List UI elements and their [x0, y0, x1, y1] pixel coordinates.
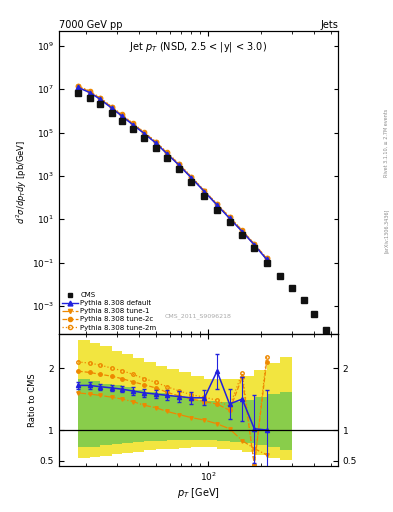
X-axis label: $p_T$ [GeV]: $p_T$ [GeV] — [177, 486, 220, 500]
CMS — [119, 118, 124, 124]
CMS — [227, 219, 232, 225]
CMS — [290, 285, 294, 291]
Text: Jet $p_T$ (NSD, 2.5 < |y| < 3.0): Jet $p_T$ (NSD, 2.5 < |y| < 3.0) — [129, 40, 268, 54]
Text: 7000 GeV pp: 7000 GeV pp — [59, 20, 123, 30]
CMS — [240, 232, 244, 239]
CMS — [311, 311, 316, 317]
CMS — [153, 144, 158, 151]
Text: Jets: Jets — [320, 20, 338, 30]
CMS — [189, 179, 194, 185]
CMS — [277, 272, 282, 279]
Text: CMS_2011_S9096218: CMS_2011_S9096218 — [165, 313, 232, 319]
Legend: CMS, Pythia 8.308 default, Pythia 8.308 tune-1, Pythia 8.308 tune-2c, Pythia 8.3: CMS, Pythia 8.308 default, Pythia 8.308 … — [62, 292, 156, 331]
CMS — [76, 90, 81, 96]
CMS — [177, 166, 182, 173]
CMS — [109, 110, 114, 116]
Text: Rivet 3.1.10, ≥ 2.7M events: Rivet 3.1.10, ≥ 2.7M events — [384, 109, 389, 178]
CMS — [165, 155, 169, 161]
CMS — [264, 260, 269, 266]
Line: CMS: CMS — [75, 90, 329, 332]
CMS — [323, 327, 328, 333]
CMS — [97, 101, 102, 108]
CMS — [301, 297, 306, 304]
CMS — [87, 95, 92, 101]
CMS — [142, 135, 147, 141]
CMS — [252, 245, 257, 251]
Y-axis label: $d^2\sigma/dp_Tdy$ [pb/GeV]: $d^2\sigma/dp_Tdy$ [pb/GeV] — [15, 140, 29, 224]
Y-axis label: Ratio to CMS: Ratio to CMS — [28, 373, 37, 427]
Text: [arXiv:1306.3436]: [arXiv:1306.3436] — [384, 208, 389, 252]
CMS — [202, 193, 207, 199]
CMS — [130, 126, 135, 133]
CMS — [215, 206, 219, 212]
